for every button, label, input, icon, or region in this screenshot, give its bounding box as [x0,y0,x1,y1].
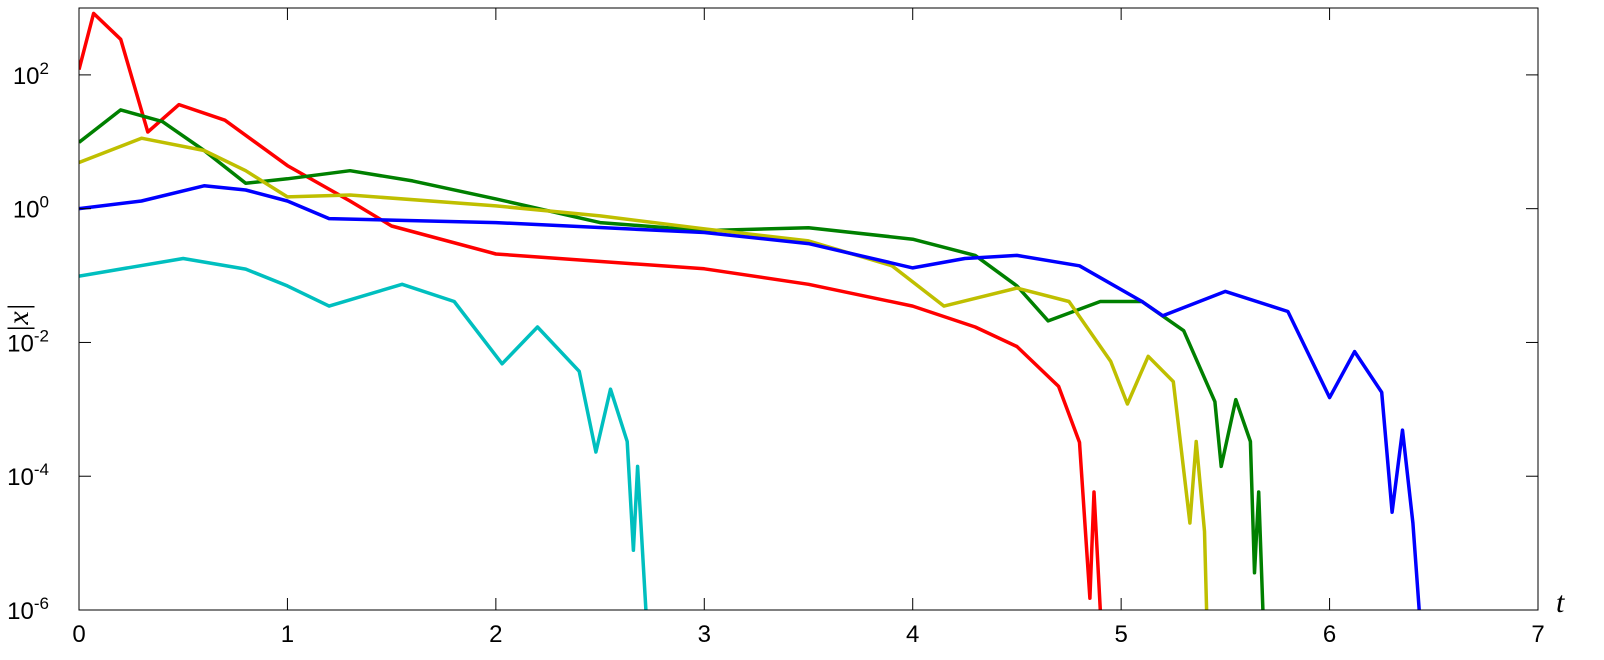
x-tick-label: 4 [906,621,919,648]
data-line [79,256,648,610]
x-tick-label: 3 [698,621,711,648]
data-line [79,11,1103,610]
data-line [79,184,1421,610]
y-tick-label: 10-6 [7,594,49,625]
plot-area [79,11,1421,610]
y-tick-label: 102 [13,59,49,90]
x-tick-label: 0 [72,621,85,648]
x-tick-label: 1 [281,621,294,648]
y-tick-label: 10-2 [7,326,49,357]
x-tick-label: 7 [1531,621,1544,648]
x-tick-label: 6 [1323,621,1336,648]
x-axis-label: t [1556,586,1565,619]
x-tick-label: 2 [489,621,502,648]
y-tick-label: 10-4 [7,460,49,491]
plot-frame [78,7,1539,611]
data-line [79,108,1265,610]
x-tick-label: 5 [1114,621,1127,648]
data-line [79,136,1209,610]
y-tick-label: 100 [13,193,49,224]
y-axis-label: |x| [2,303,35,333]
